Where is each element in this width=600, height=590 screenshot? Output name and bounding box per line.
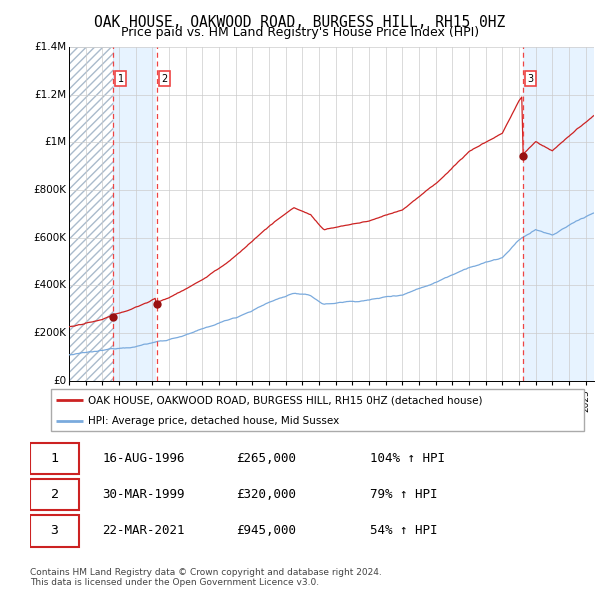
Text: £600K: £600K (34, 232, 67, 242)
Text: 54% ↑ HPI: 54% ↑ HPI (370, 525, 438, 537)
FancyBboxPatch shape (50, 389, 584, 431)
Text: 79% ↑ HPI: 79% ↑ HPI (370, 488, 438, 501)
Text: £200K: £200K (34, 328, 67, 338)
Text: £800K: £800K (34, 185, 67, 195)
Bar (69, 47, 113, 381)
Text: Price paid vs. HM Land Registry's House Price Index (HPI): Price paid vs. HM Land Registry's House … (121, 26, 479, 39)
Text: 1: 1 (50, 452, 59, 465)
Text: OAK HOUSE, OAKWOOD ROAD, BURGESS HILL, RH15 0HZ: OAK HOUSE, OAKWOOD ROAD, BURGESS HILL, R… (94, 15, 506, 30)
Text: Contains HM Land Registry data © Crown copyright and database right 2024.
This d: Contains HM Land Registry data © Crown c… (30, 568, 382, 587)
Text: £265,000: £265,000 (236, 452, 296, 465)
Text: £400K: £400K (34, 280, 67, 290)
Text: HPI: Average price, detached house, Mid Sussex: HPI: Average price, detached house, Mid … (89, 416, 340, 426)
Text: 104% ↑ HPI: 104% ↑ HPI (370, 452, 445, 465)
Text: 2: 2 (50, 488, 59, 501)
Text: 22-MAR-2021: 22-MAR-2021 (103, 525, 185, 537)
Text: £320,000: £320,000 (236, 488, 296, 501)
Text: £1.2M: £1.2M (34, 90, 67, 100)
Text: 2: 2 (161, 74, 168, 84)
Text: 16-AUG-1996: 16-AUG-1996 (103, 452, 185, 465)
Text: £1.4M: £1.4M (34, 42, 67, 52)
Text: 3: 3 (50, 525, 59, 537)
FancyBboxPatch shape (30, 515, 79, 547)
Text: OAK HOUSE, OAKWOOD ROAD, BURGESS HILL, RH15 0HZ (detached house): OAK HOUSE, OAKWOOD ROAD, BURGESS HILL, R… (89, 395, 483, 405)
Text: £0: £0 (53, 376, 67, 385)
Text: £945,000: £945,000 (236, 525, 296, 537)
FancyBboxPatch shape (30, 442, 79, 474)
Text: 3: 3 (527, 74, 534, 84)
Text: £1M: £1M (44, 137, 67, 148)
Text: 30-MAR-1999: 30-MAR-1999 (103, 488, 185, 501)
FancyBboxPatch shape (30, 479, 79, 510)
Bar (523, 47, 594, 381)
Bar (113, 47, 157, 381)
Text: 1: 1 (118, 74, 124, 84)
